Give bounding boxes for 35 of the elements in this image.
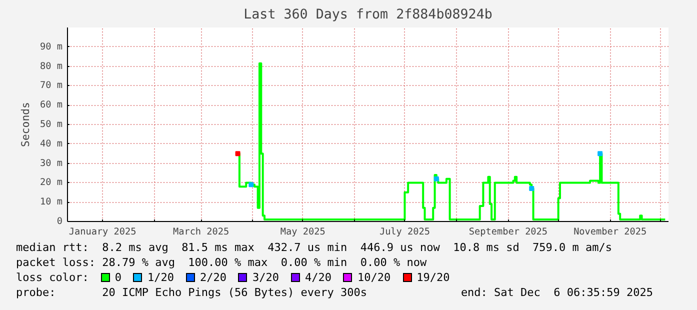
legend-label: 4/20 bbox=[304, 271, 332, 284]
legend-label: 1/20 bbox=[147, 271, 174, 284]
x-tick-label: November 2025 bbox=[574, 226, 647, 238]
legend-label: 3/20 bbox=[252, 271, 279, 284]
legend-label: 19/20 bbox=[416, 271, 450, 284]
point bbox=[235, 151, 240, 156]
y-tick-label: 20 m bbox=[40, 177, 63, 188]
legend-title: loss color: bbox=[16, 271, 89, 284]
point bbox=[529, 186, 534, 192]
y-tick-label: 30 m bbox=[40, 158, 63, 169]
x-tick-label: May 2025 bbox=[280, 226, 326, 238]
legend-label: 0 bbox=[114, 271, 122, 284]
y-tick-label: 50 m bbox=[40, 119, 63, 130]
y-tick-label: 80 m bbox=[40, 60, 63, 72]
y-tick-label: 70 m bbox=[40, 80, 63, 92]
legend-label: 2/20 bbox=[200, 271, 226, 284]
point bbox=[434, 176, 439, 182]
x-tick-label: July 2025 bbox=[379, 226, 430, 238]
y-tick-label: 90 m bbox=[40, 41, 63, 52]
point bbox=[248, 182, 254, 188]
chart-title: Last 360 Days from 2f884b08924b bbox=[244, 8, 492, 22]
text: probe: 20 ICMP Echo Pings (56 Bytes) every 300s bbox=[16, 286, 367, 299]
y-tick-label: 0 bbox=[56, 216, 63, 227]
text: median rtt: 8.2 ms avg 81.5 ms max 432.7 us min 446.9 us now 10.8 ms sd 759.0 m am/s bbox=[16, 240, 614, 255]
text: packet loss: 28.79 % avg 100.00 % max 0.00 % min 0.00 % now bbox=[16, 255, 428, 270]
legend-label: 10/20 bbox=[357, 271, 391, 284]
text: end: Sat Dec 6 06:35:59 2025 bbox=[460, 285, 653, 300]
y-axis-title: Seconds bbox=[19, 102, 32, 147]
x-tick-label: January 2025 bbox=[68, 226, 136, 238]
y-tick-label: 40 m bbox=[40, 138, 63, 150]
y-tick-label: 60 m bbox=[40, 100, 63, 111]
point bbox=[598, 151, 603, 156]
x-tick-label: September 2025 bbox=[468, 226, 548, 238]
x-tick-label: March 2025 bbox=[172, 226, 230, 238]
y-tick-label: 10 m bbox=[40, 196, 63, 208]
